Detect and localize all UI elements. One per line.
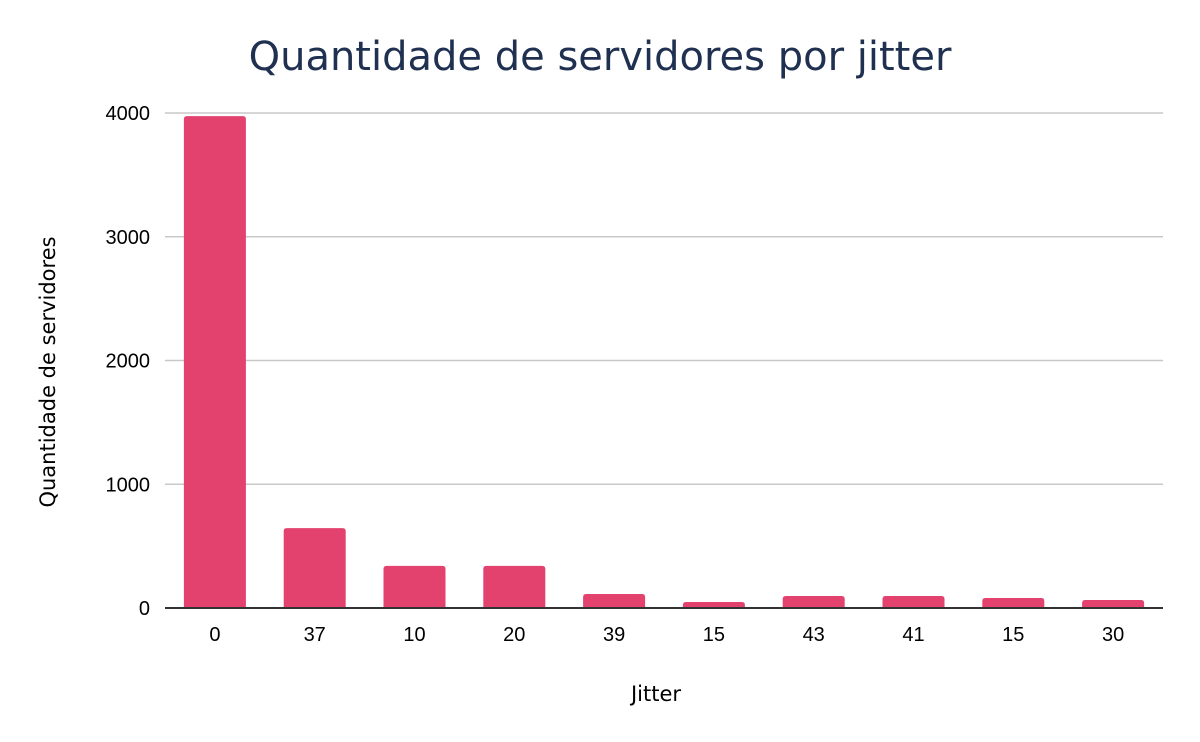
bar <box>782 595 845 608</box>
bar <box>283 528 346 608</box>
x-tick-label: 39 <box>603 624 625 646</box>
x-axis-label: Jitter <box>629 682 681 706</box>
bar <box>583 594 646 608</box>
y-tick-label: 0 <box>139 598 150 620</box>
bar <box>483 565 546 608</box>
bar <box>682 602 745 608</box>
x-tick-label: 30 <box>1102 624 1124 646</box>
x-tick-label: 43 <box>803 624 825 646</box>
bar <box>982 597 1045 608</box>
bar <box>383 565 446 608</box>
x-tick-label: 15 <box>1002 624 1024 646</box>
x-tick-label: 0 <box>209 624 220 646</box>
y-axis-label: Quantidade de servidores <box>36 236 60 507</box>
y-tick-label: 2000 <box>106 351 151 373</box>
chart-title: Quantidade de servidores por jitter <box>249 34 952 80</box>
y-tick-label: 3000 <box>106 227 151 249</box>
x-tick-label: 15 <box>703 624 725 646</box>
y-tick-label: 4000 <box>106 103 151 125</box>
x-tick-label: 10 <box>403 624 425 646</box>
x-tick-label: 41 <box>902 624 924 646</box>
bar <box>882 595 945 608</box>
x-tick-label: 20 <box>503 624 525 646</box>
x-tick-label: 37 <box>304 624 326 646</box>
bar <box>183 116 246 608</box>
y-tick-label: 1000 <box>106 474 151 496</box>
bar <box>1082 599 1145 608</box>
